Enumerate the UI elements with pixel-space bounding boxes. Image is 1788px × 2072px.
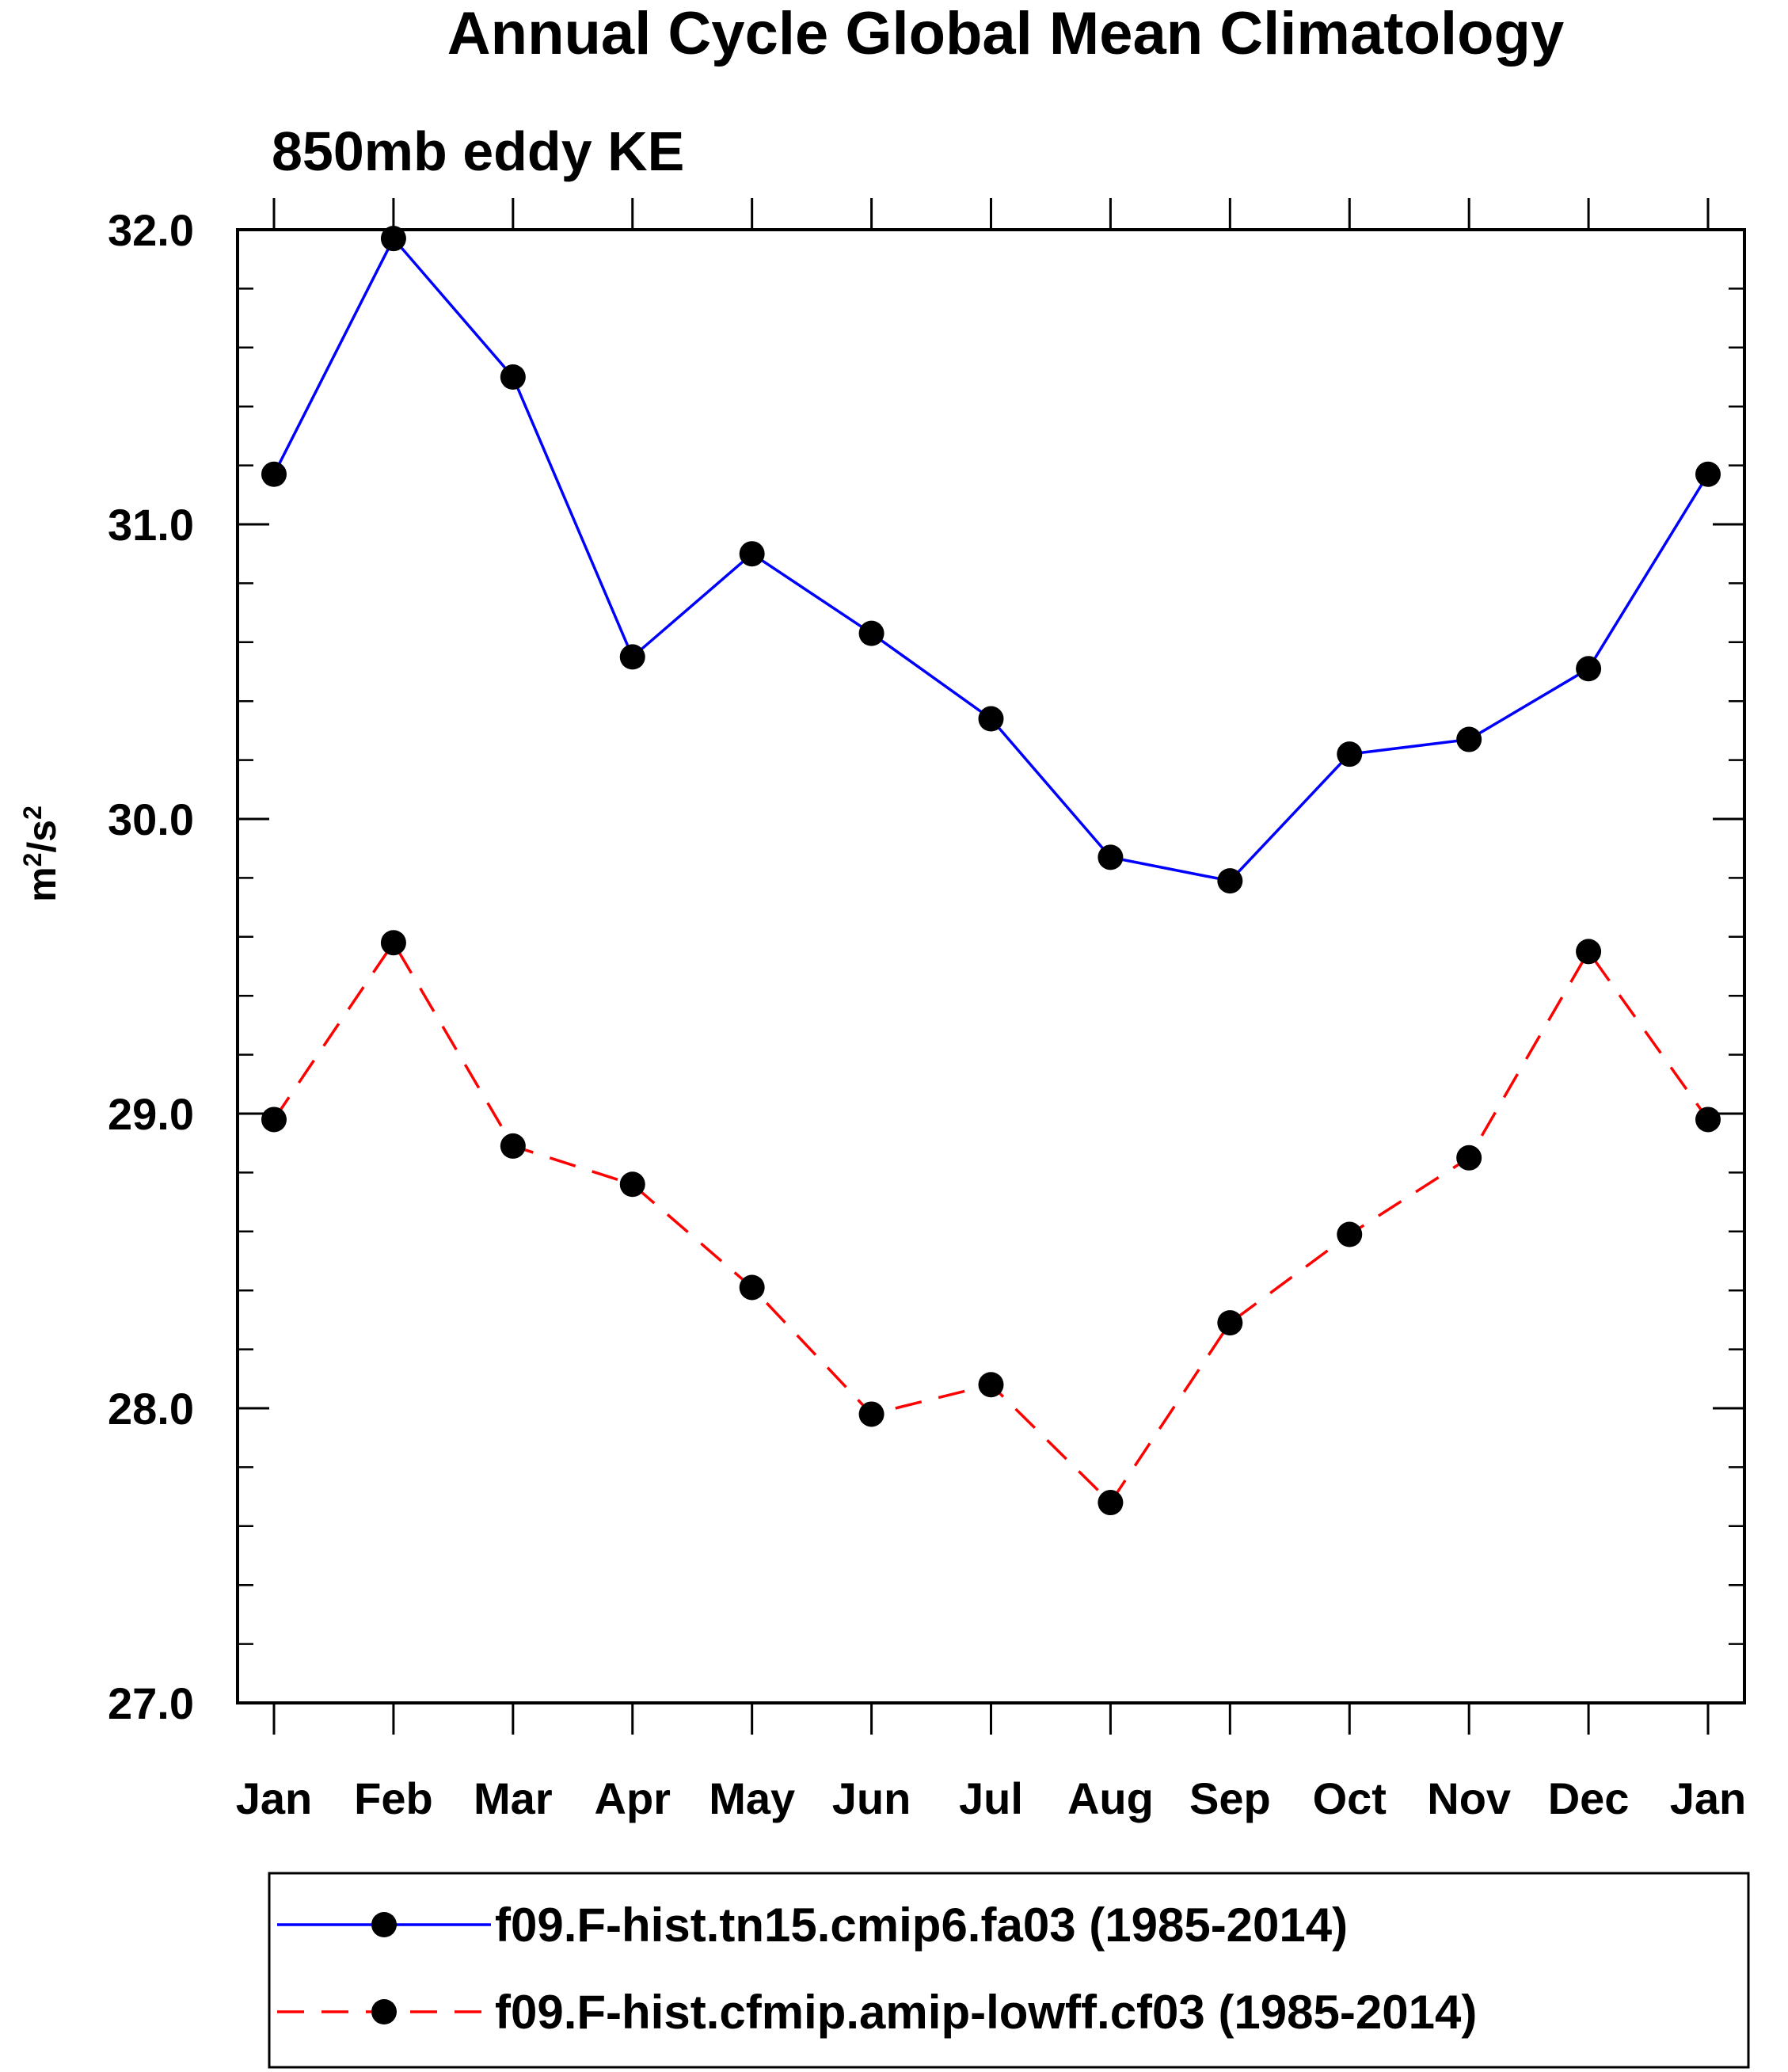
data-point [500,364,526,390]
y-axis-label: m2/s2 [18,806,64,902]
data-point [1337,741,1363,767]
data-point [261,461,287,487]
x-tick-label: Apr [595,1773,671,1823]
data-point [1098,844,1124,870]
x-tick-label: Jan [1670,1773,1747,1823]
data-point [978,706,1004,732]
data-point [739,1274,765,1301]
y-tick-label: 31.0 [108,500,194,550]
data-point [380,226,406,252]
legend-label-series-1: f09.F-hist.tn15.cmip6.fa03 (1985-2014) [495,1899,1348,1952]
legend-label-series-2: f09.F-hist.cfmip.amip-lowff.cf03 (1985-2… [495,1986,1477,2039]
x-tick-label: Sep [1189,1773,1271,1823]
x-tick-label: Aug [1067,1773,1154,1823]
legend-marker-series-2 [371,1999,397,2024]
data-point [978,1372,1004,1398]
data-point [1098,1490,1124,1516]
data-point [858,620,884,646]
y-tick-label: 32.0 [108,205,194,255]
series-layer [261,226,1721,1516]
x-tick-label: Mar [474,1773,553,1823]
y-axis-label-mid: /s [20,820,64,853]
x-tick-label: Jan [236,1773,313,1823]
y-axis-label-base: m [20,867,64,901]
y-axis-label-sup-2: 2 [18,806,47,820]
data-point [619,1171,645,1198]
data-point [1217,868,1243,894]
y-tick-label: 30.0 [108,794,194,844]
data-point [380,930,406,956]
legend-box [268,1872,1750,2069]
data-point [1576,939,1602,965]
y-axis-label-sup-1: 2 [18,853,47,867]
legend-marker-series-1 [371,1912,397,1937]
x-tick-label: May [709,1773,795,1823]
x-tick-label: Jul [959,1773,1023,1823]
data-point [1456,1145,1482,1171]
series-line-1 [272,236,1710,883]
x-tick-label: Dec [1548,1773,1630,1823]
data-point [1456,726,1482,752]
data-point [619,644,645,670]
y-tick-label: 29.0 [108,1089,194,1139]
data-point [261,1106,287,1133]
data-point [858,1401,884,1427]
data-point [1576,656,1602,682]
data-point [500,1133,526,1159]
legend: f09.F-hist.tn15.cmip6.fa03 (1985-2014) f… [268,1872,1750,2069]
y-tick-label: 27.0 [108,1678,194,1728]
chart-title: Annual Cycle Global Mean Climatology [447,0,1564,67]
plot-frame [236,228,1746,1704]
data-point [739,541,765,567]
x-tick-label: Jun [832,1773,911,1823]
y-tick-label: 28.0 [108,1384,194,1434]
data-point [1337,1221,1363,1247]
axes: Jan Feb Mar Apr May Jun Jul Aug Sep Oct Nov Dec Jan 2… [108,198,1746,1823]
data-point [1695,1106,1721,1133]
data-point [1695,461,1721,487]
x-tick-label: Oct [1313,1773,1387,1823]
x-tick-label: Feb [354,1773,433,1823]
chart-subtitle: 850mb eddy KE [272,120,684,182]
data-point [1217,1310,1243,1336]
series-line-2 [272,939,1710,1505]
x-tick-label: Nov [1427,1773,1511,1823]
